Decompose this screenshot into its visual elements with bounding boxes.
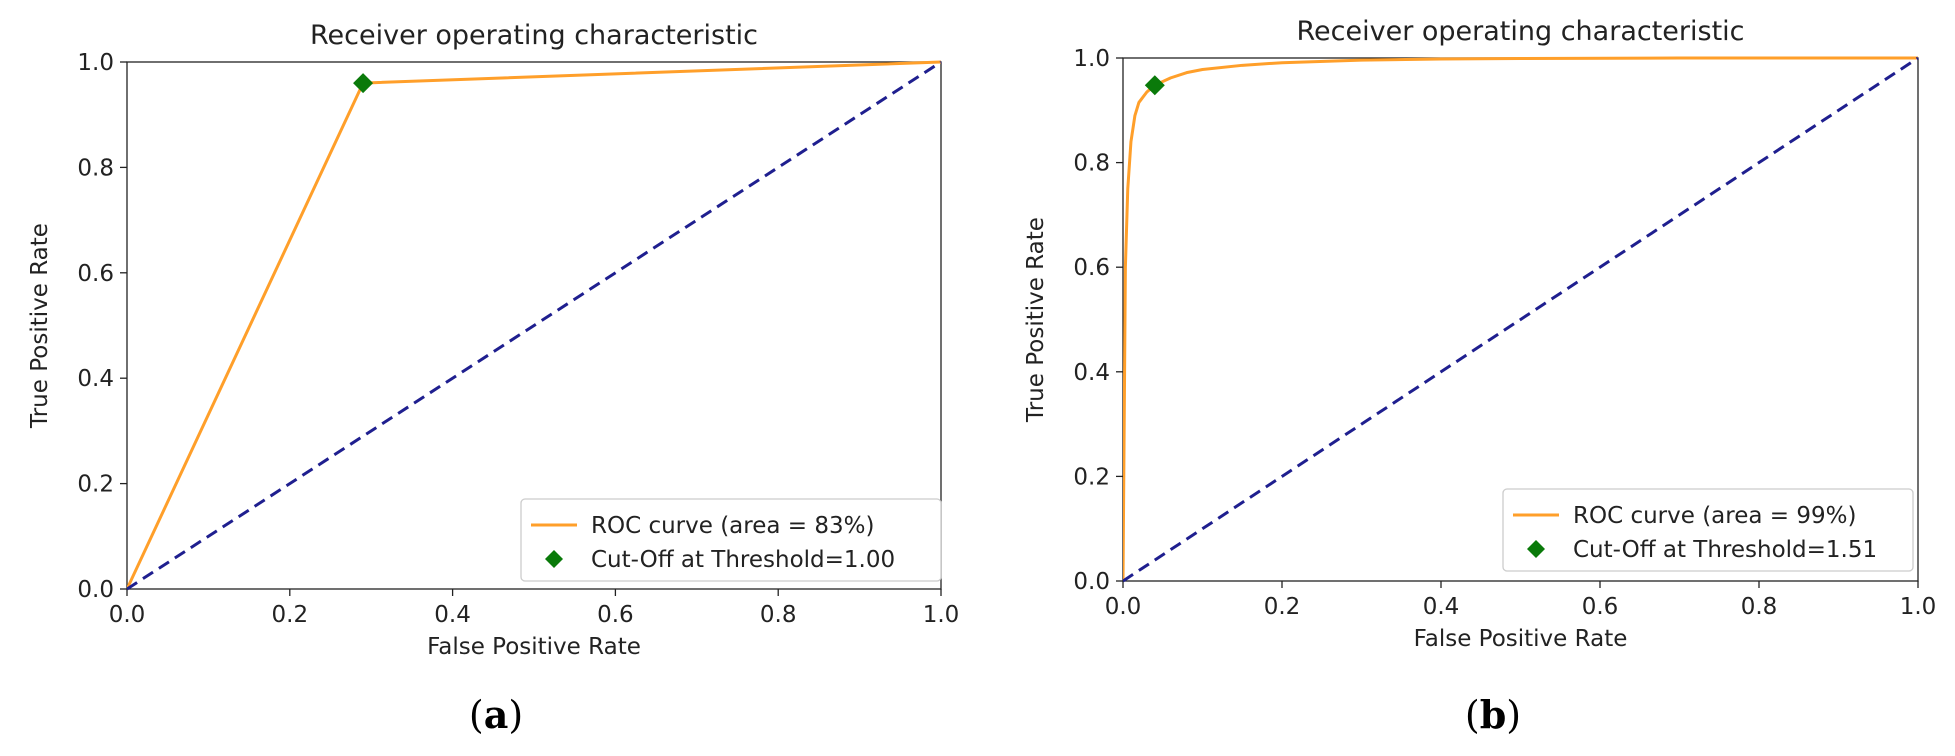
roc-panel-b: Receiver operating characteristic 0.0 0.2 0…: [1023, 16, 1936, 737]
x-axis-label: False Positive Rate: [1414, 626, 1628, 652]
chance-diagonal-line: [1123, 56, 1919, 583]
legend-box: [520, 498, 942, 582]
x-tick-label: 1.0: [923, 602, 960, 628]
y-tick-label: 0.2: [77, 472, 114, 498]
cutoff-marker: [353, 73, 374, 94]
legend-label-roc-curve: ROC curve (area = 99%): [1573, 503, 1856, 529]
chart-title: Receiver operating characteristic: [1296, 16, 1744, 47]
y-axis-label: True Positive Rate: [1023, 217, 1049, 423]
x-tick-label: 0.0: [109, 602, 146, 628]
y-tick-label: 0.4: [1073, 360, 1110, 386]
y-tick-label: 0.4: [77, 366, 114, 392]
x-tick-label: 0.2: [1264, 594, 1301, 620]
x-tick-label: 0.2: [272, 602, 309, 628]
legend-label-cutoff: Cut-Off at Threshold=1.00: [591, 547, 895, 573]
cutoff-marker: [1144, 75, 1165, 96]
y-tick-label: 0.6: [1073, 255, 1110, 281]
y-tick-label: 1.0: [77, 50, 114, 76]
chart-title: Receiver operating characteristic: [310, 20, 758, 51]
chance-diagonal-line: [127, 60, 942, 591]
y-tick-label: 0.8: [77, 155, 114, 181]
legend-box: [1502, 488, 1914, 572]
y-tick-label: 1.0: [1073, 46, 1110, 72]
x-tick-label: 0.6: [1582, 594, 1619, 620]
x-tick-label: 0.8: [760, 602, 797, 628]
x-tick-label: 1.0: [1900, 594, 1937, 620]
roc-panel-a: Receiver operating characteristic 0.0 0.2 0…: [27, 20, 959, 737]
legend: ROC curve (area = 83%) Cut-Off at Thresho…: [520, 498, 942, 582]
x-axis-label: False Positive Rate: [427, 634, 641, 660]
panel-label: (b): [1465, 692, 1521, 737]
legend-swatch-cutoff: [1527, 540, 1545, 558]
x-tick-label: 0.0: [1105, 594, 1142, 620]
roc-curve-line: [1123, 56, 1918, 582]
legend-label-roc-curve: ROC curve (area = 83%): [591, 513, 874, 539]
panel-label: (a): [469, 692, 523, 737]
legend-swatch-cutoff: [545, 550, 563, 568]
x-tick-label: 0.8: [1741, 594, 1778, 620]
x-tick-label: 0.4: [434, 602, 471, 628]
x-tick-label: 0.6: [597, 602, 634, 628]
legend: ROC curve (area = 99%) Cut-Off at Thresho…: [1502, 488, 1914, 572]
x-tick-label: 0.4: [1423, 594, 1460, 620]
y-axis-label: True Positive Rate: [27, 223, 53, 429]
plot-area-frame: [126, 61, 942, 590]
y-tick-label: 0.2: [1073, 464, 1110, 490]
legend-label-cutoff: Cut-Off at Threshold=1.51: [1573, 537, 1877, 563]
y-tick-label: 0.0: [77, 577, 114, 603]
y-tick-label: 0.0: [1073, 569, 1110, 595]
y-tick-label: 0.6: [77, 261, 114, 287]
y-tick-label: 0.8: [1073, 151, 1110, 177]
